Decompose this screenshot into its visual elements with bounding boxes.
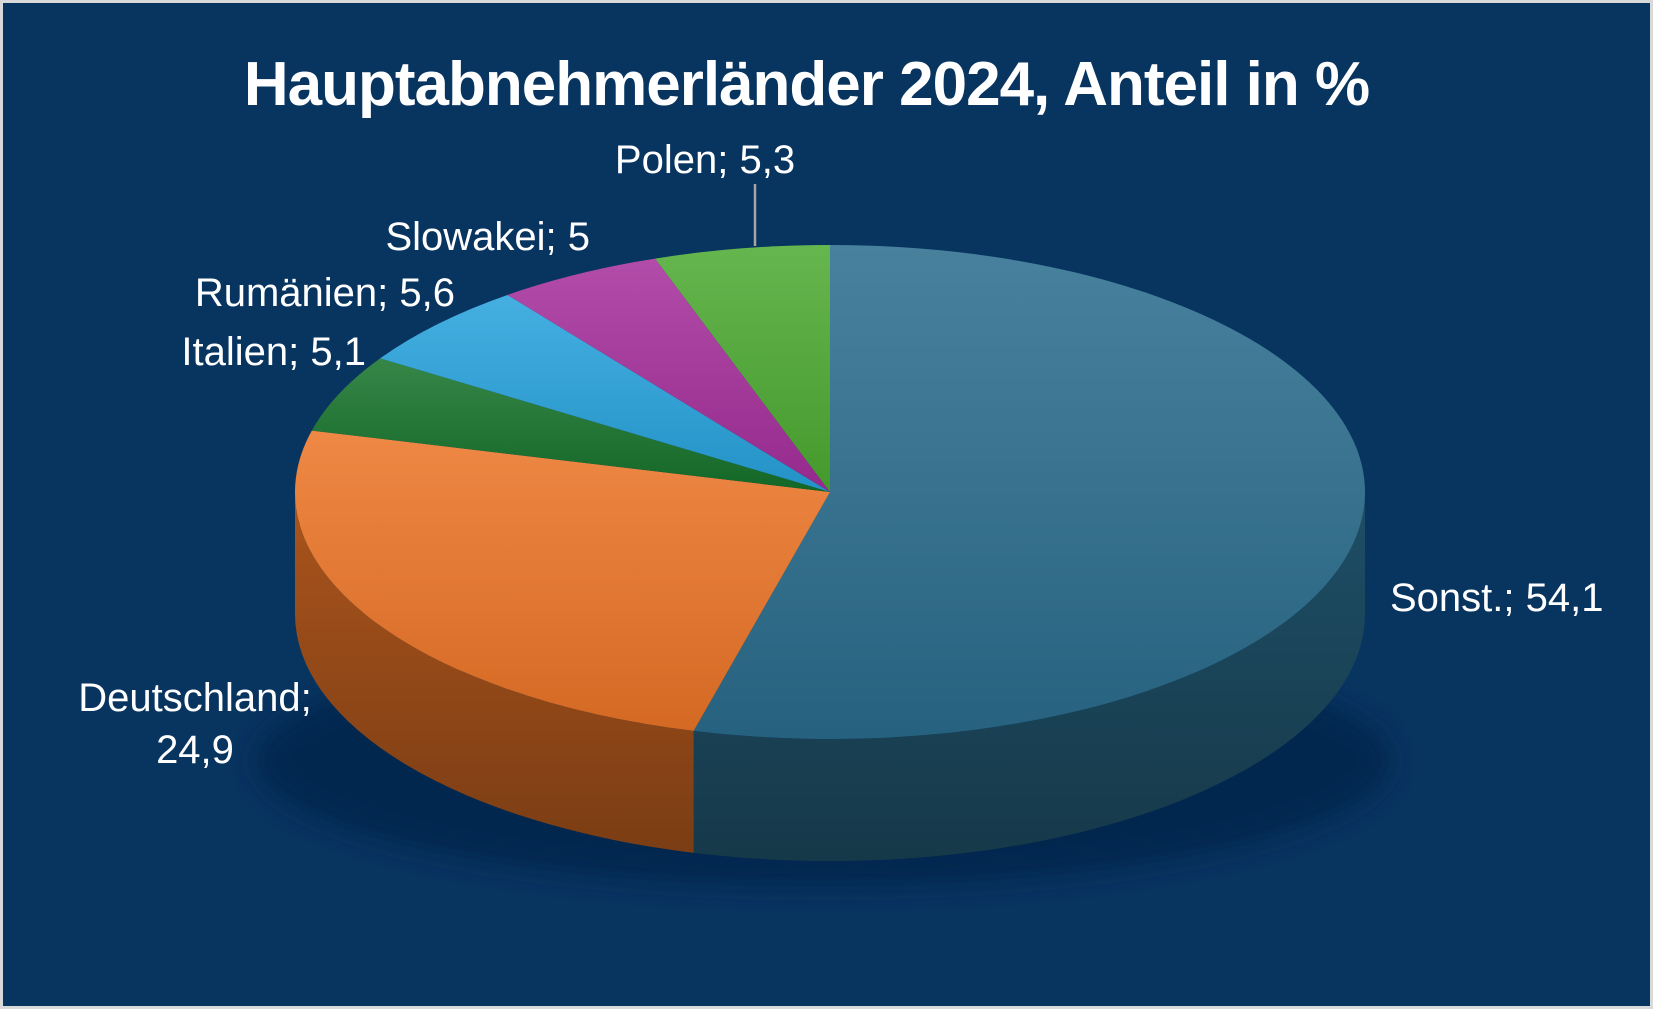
pie-slice-deutschland [294,430,830,731]
slice-label-rumaenien: Rumänien; 5,6 [195,271,455,315]
pie-slice-slowakei [507,258,830,492]
pie-slice-italien [311,358,830,492]
slice-label-polen: Polen; 5,3 [615,138,795,182]
pie-slice-sonst [693,245,1365,739]
slice-label-sonst: Sonst.; 54,1 [1390,576,1603,620]
pie-slice-side-deutschland [294,492,694,853]
pie-chart-3d: Sonst.; 54,1 Deutschland; 24,9 Italien; 5,1… [78,138,1603,887]
pie-slice-rumaenien [380,294,830,492]
pie-slice-side-sonst [693,492,1365,862]
pie-slice-polen [655,245,830,492]
slice-label-deutschland: Deutschland; 24,9 [78,676,311,772]
chart-title: Hauptabnehmerländer 2024, Anteil in % [243,50,1370,119]
slice-label-italien: Italien; 5,1 [181,330,366,374]
slice-label-slowakei: Slowakei; 5 [385,215,590,259]
